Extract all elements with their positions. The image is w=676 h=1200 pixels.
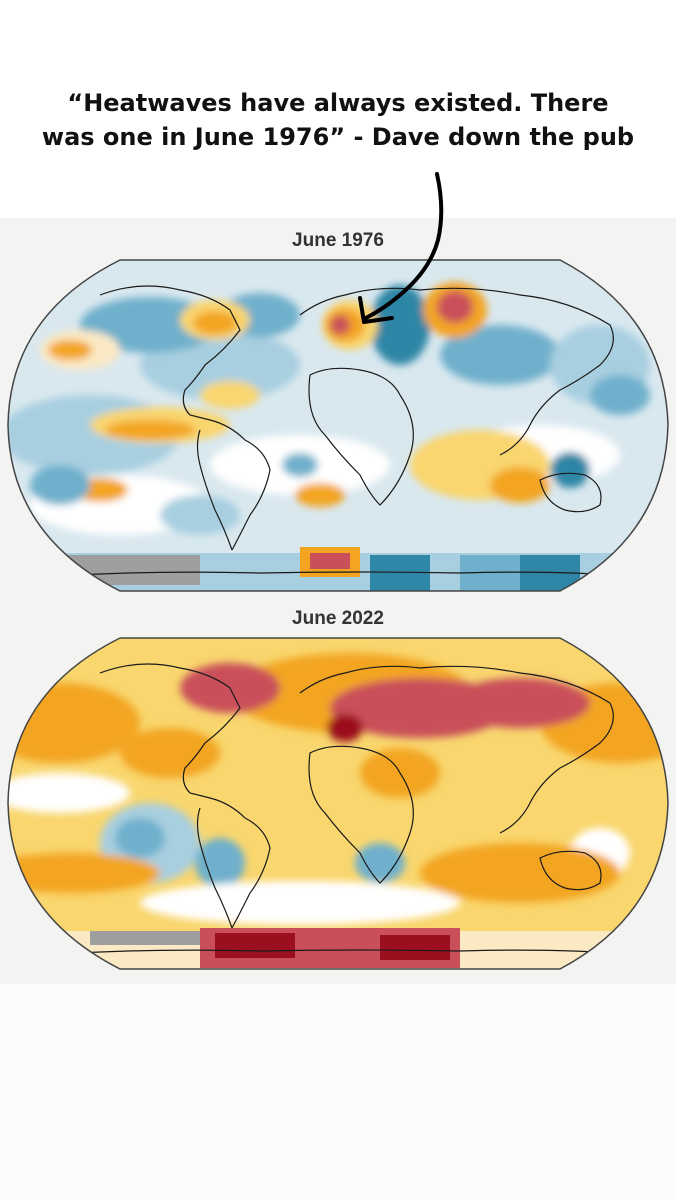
caption-line-2: was one in June 1976” - Dave down the pu… — [41, 123, 635, 151]
arrow-shaft — [364, 172, 444, 320]
map-frame-76 — [7, 259, 669, 592]
caption-line-1: “Heatwaves have always existed. There — [67, 89, 609, 117]
meme-caption: “Heatwaves have always existed. There wa… — [0, 86, 676, 154]
coastlines-22 — [39, 663, 641, 956]
map-june-2022 — [7, 637, 669, 970]
map-title-1976: June 1976 — [292, 230, 384, 251]
map-june-1976 — [7, 259, 669, 592]
map-title-2022: June 2022 — [292, 608, 384, 629]
antarctic-no-data-76 — [40, 555, 200, 585]
hand-drawn-arrow — [358, 172, 444, 324]
map-frame-22 — [7, 637, 669, 970]
antarctic-no-data-22 — [90, 931, 210, 945]
antarctic-cold-76 — [370, 555, 430, 591]
coastlines-76 — [39, 285, 641, 578]
lower-background — [0, 984, 676, 1200]
arrow-head — [358, 296, 394, 324]
